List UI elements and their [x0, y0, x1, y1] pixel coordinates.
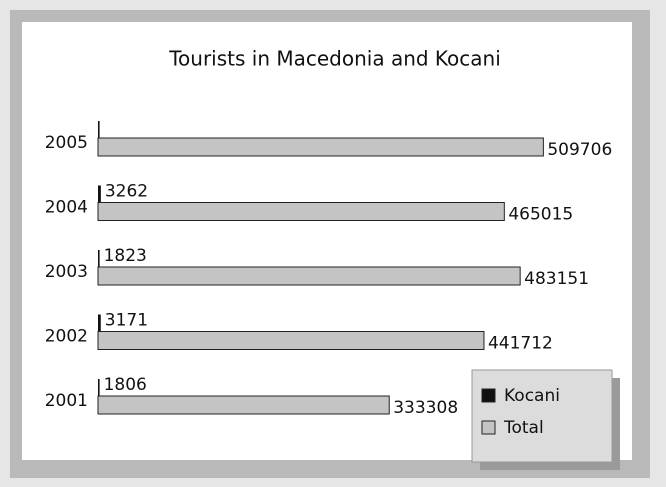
- y-tick-label: 2005: [45, 133, 88, 153]
- data-label: 441712: [488, 334, 553, 354]
- bar: [97, 266, 521, 286]
- bar: [98, 250, 100, 267]
- bar: [97, 137, 544, 157]
- data-label: 1823: [104, 246, 147, 266]
- bar: [98, 379, 100, 396]
- data-label: 509706: [547, 140, 612, 160]
- legend-label: Total: [503, 418, 544, 438]
- data-label: 465015: [508, 205, 573, 225]
- data-label: 3171: [105, 311, 148, 331]
- data-label: 3262: [105, 182, 148, 202]
- bar: [98, 121, 100, 138]
- y-tick-label: 2003: [45, 262, 88, 282]
- y-tick-label: 2002: [45, 327, 88, 347]
- y-tick-label: 2004: [45, 198, 88, 218]
- bar: [98, 314, 101, 332]
- data-label: 333308: [393, 398, 458, 418]
- y-tick-label: 2001: [45, 391, 88, 411]
- data-label: 483151: [524, 269, 589, 289]
- legend-swatch: [481, 388, 496, 403]
- legend-swatch: [481, 420, 496, 435]
- chart-title: Tourists in Macedonia and Kocani: [168, 47, 501, 71]
- bar: [97, 202, 505, 221]
- bar: [98, 185, 101, 203]
- bar: [97, 331, 485, 350]
- data-label: 1806: [104, 375, 147, 395]
- bar: [97, 395, 390, 415]
- legend-label: Kocani: [504, 386, 560, 406]
- legend-box: [471, 369, 613, 463]
